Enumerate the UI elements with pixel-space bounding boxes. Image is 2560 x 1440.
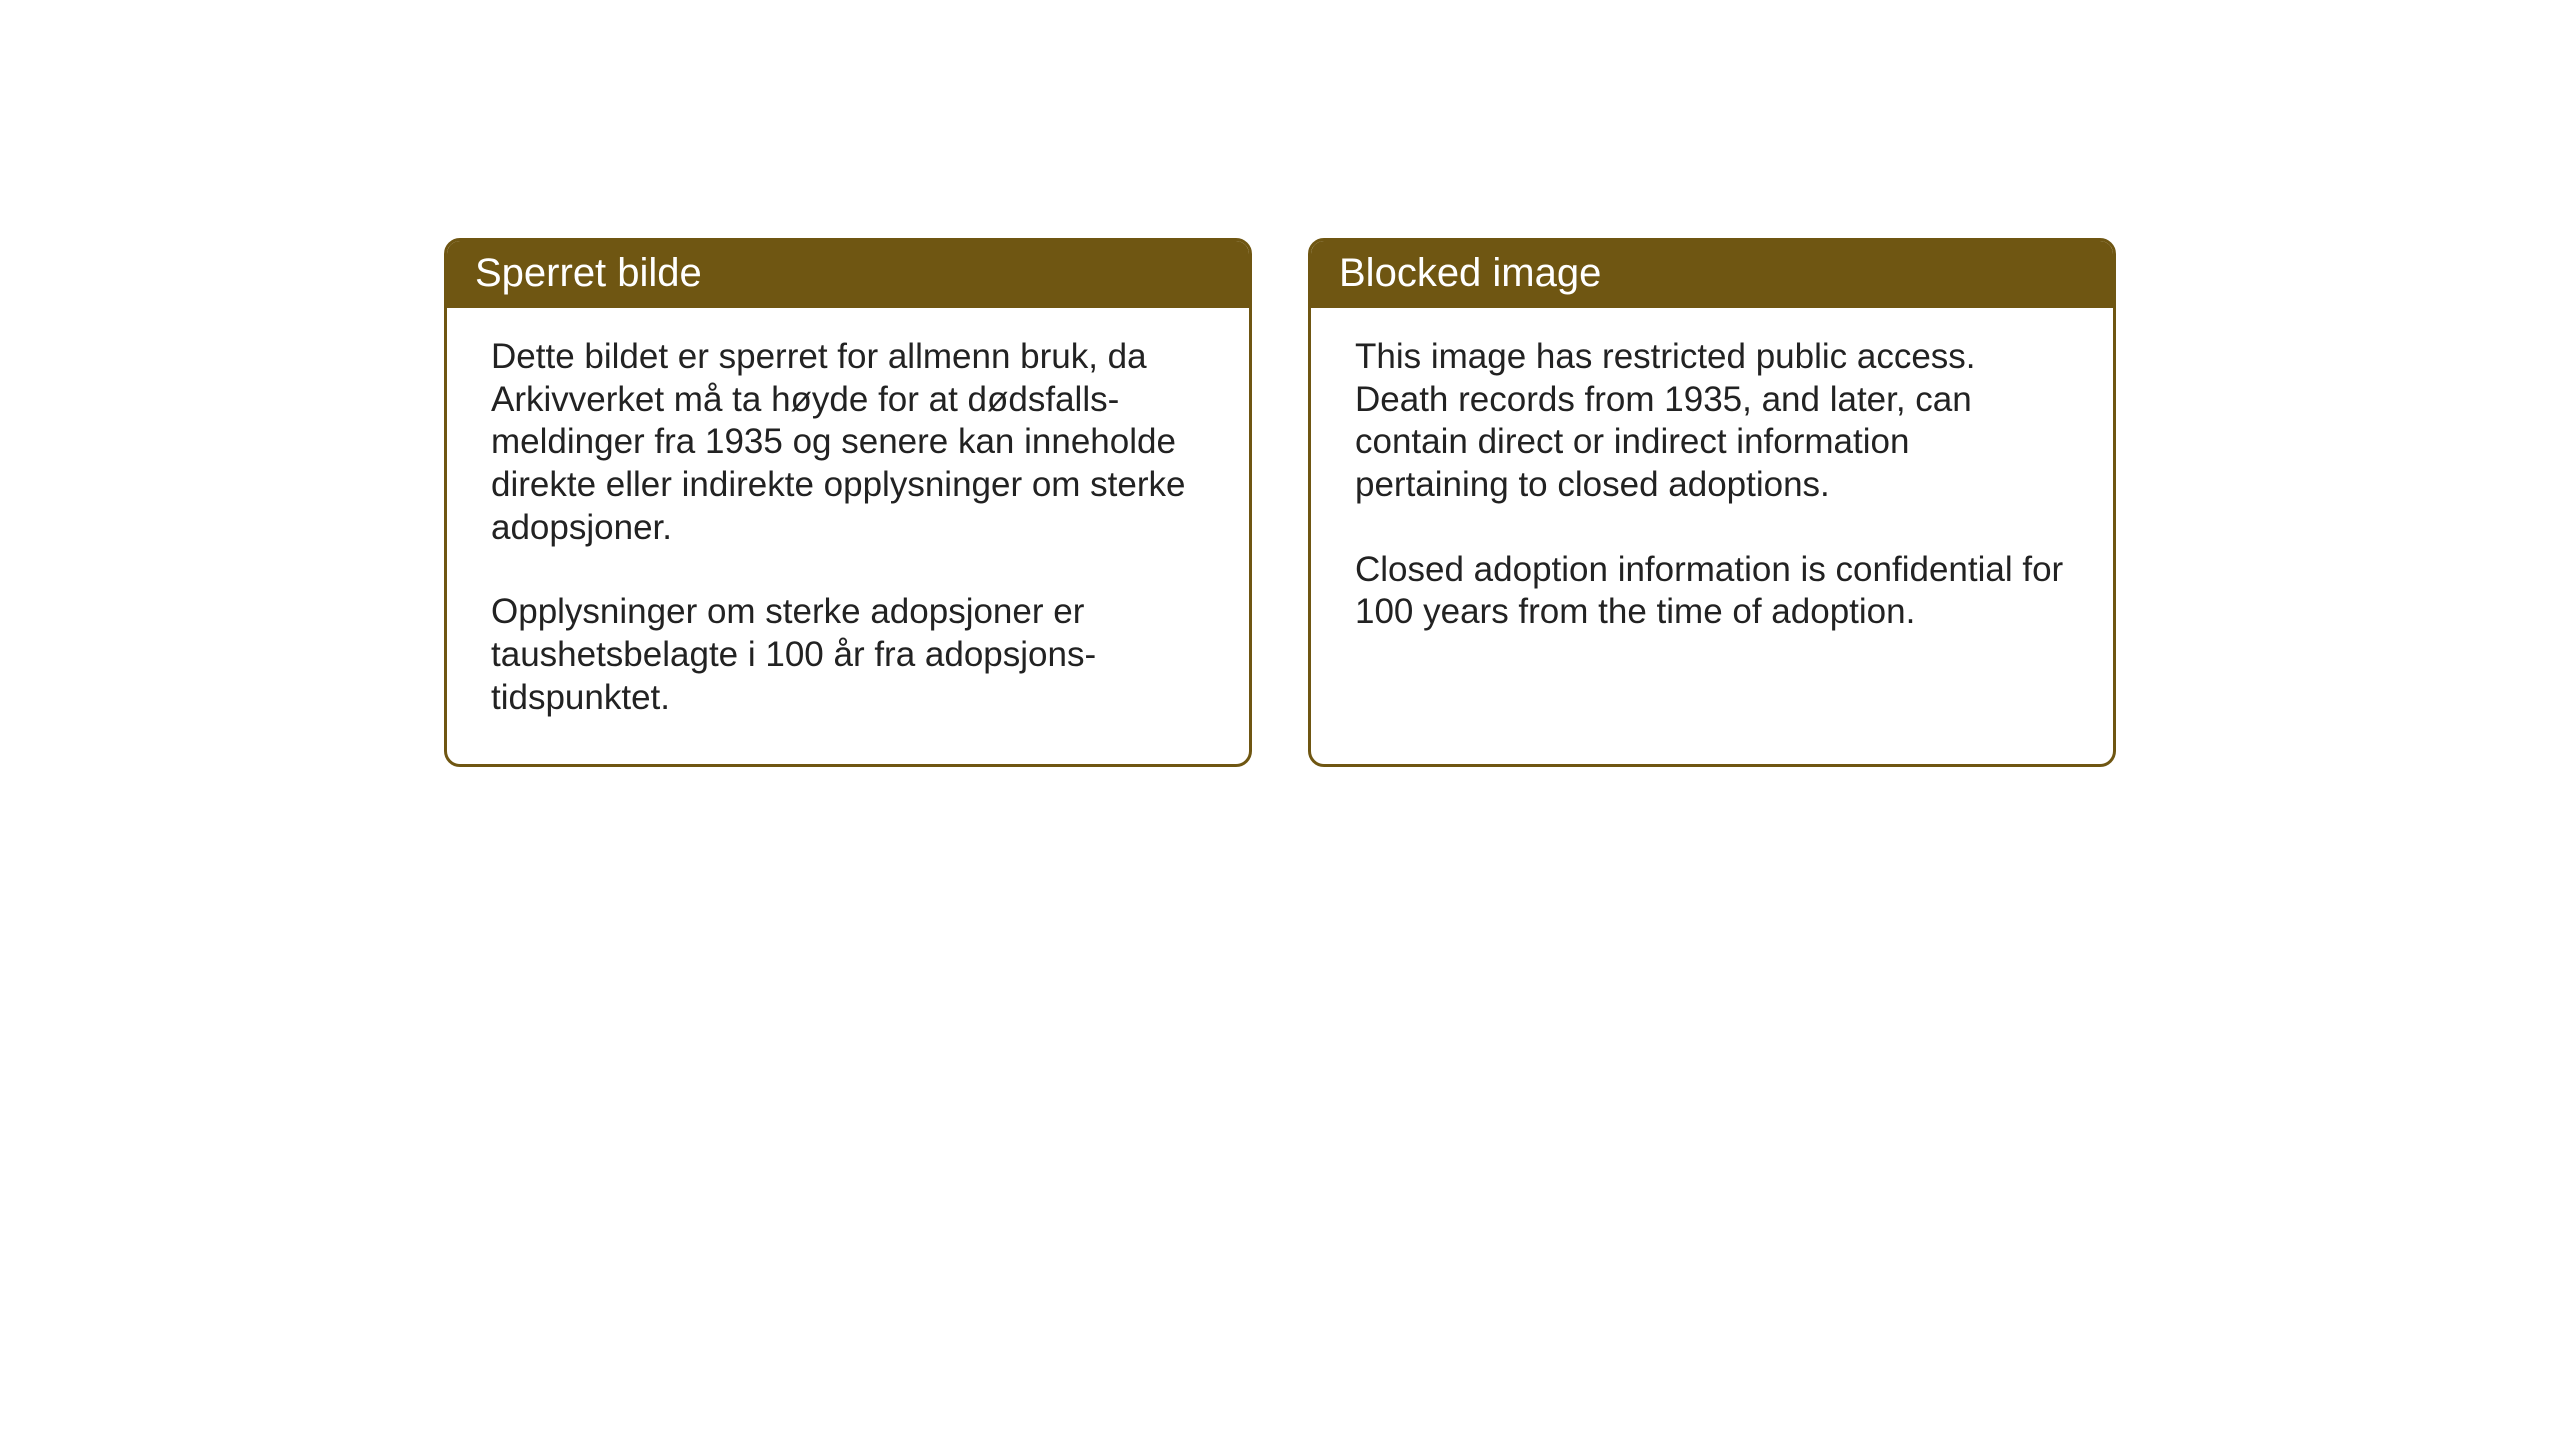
card-title-english: Blocked image: [1339, 251, 1601, 295]
card-body-norwegian: Dette bildet er sperret for allmenn bruk…: [447, 308, 1249, 764]
card-paragraph-2-english: Closed adoption information is confident…: [1355, 549, 2069, 634]
card-title-norwegian: Sperret bilde: [475, 251, 702, 295]
card-paragraph-1-norwegian: Dette bildet er sperret for allmenn bruk…: [491, 336, 1205, 549]
cards-container: Sperret bilde Dette bildet er sperret fo…: [444, 238, 2116, 767]
card-header-norwegian: Sperret bilde: [447, 241, 1249, 308]
card-english: Blocked image This image has restricted …: [1308, 238, 2116, 767]
card-body-english: This image has restricted public access.…: [1311, 308, 2113, 678]
card-paragraph-2-norwegian: Opplysninger om sterke adopsjoner er tau…: [491, 591, 1205, 719]
card-paragraph-1-english: This image has restricted public access.…: [1355, 336, 2069, 507]
card-norwegian: Sperret bilde Dette bildet er sperret fo…: [444, 238, 1252, 767]
card-header-english: Blocked image: [1311, 241, 2113, 308]
